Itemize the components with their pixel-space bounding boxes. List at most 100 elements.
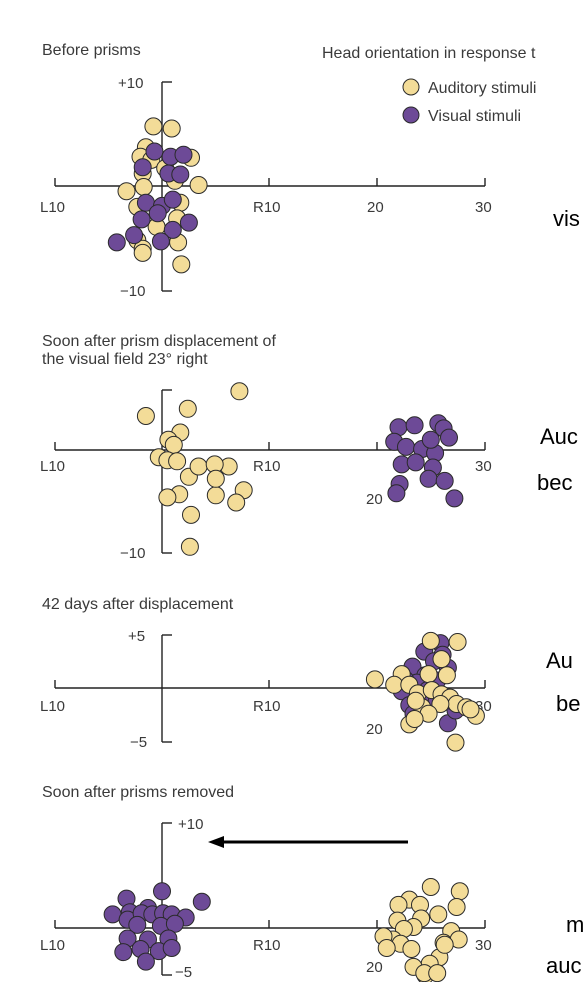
auditory-point <box>230 382 249 401</box>
y-tick-label: −5 <box>130 734 147 751</box>
x-tick-label: R10 <box>253 698 281 715</box>
panel-before-prisms: Before prisms L10 R10 20 30 +10 −10 <box>40 42 492 300</box>
auditory-point <box>421 631 440 650</box>
side-text: Au <box>546 648 573 673</box>
legend-marker-auditory <box>402 78 420 96</box>
auditory-point <box>206 469 225 488</box>
auditory-point <box>136 407 155 425</box>
visual-point <box>397 437 415 456</box>
visual-point <box>103 905 122 924</box>
auditory-point <box>172 255 191 274</box>
x-tick-label: L10 <box>40 698 65 715</box>
auditory-point <box>385 675 404 694</box>
auditory-point <box>437 666 456 685</box>
x-tick-label: 20 <box>366 491 383 508</box>
y-tick-label: −5 <box>175 964 192 981</box>
panel-title-line-1: Soon after prism displacement of <box>42 333 276 350</box>
auditory-point <box>189 176 208 194</box>
x-tick-label: R10 <box>253 199 281 216</box>
scatter-points <box>365 631 485 752</box>
y-tick-label: +5 <box>128 628 145 645</box>
visual-point <box>174 145 193 164</box>
x-tick-label: 20 <box>366 959 383 976</box>
auditory-point <box>178 399 197 418</box>
visual-point <box>145 142 164 161</box>
x-tick-label: 30 <box>475 937 492 954</box>
visual-point <box>387 484 406 503</box>
y-tick-label: +10 <box>118 75 143 92</box>
scatter-points <box>107 117 208 274</box>
x-tick-label: 30 <box>475 458 492 475</box>
auditory-point <box>431 695 450 713</box>
visual-point <box>440 428 458 447</box>
x-tick-label: R10 <box>253 937 281 954</box>
panel-title: Before prisms <box>42 42 141 59</box>
legend-marker-visual <box>402 106 420 124</box>
auditory-point <box>446 733 465 752</box>
visual-point <box>125 226 144 245</box>
side-text: m <box>566 912 584 937</box>
panel-42-days: 42 days after displacement L10 R10 20 30… <box>40 596 492 752</box>
legend-label-visual: Visual stimuli <box>428 108 521 125</box>
side-text: Auc <box>540 424 578 449</box>
auditory-point <box>428 964 447 982</box>
visual-point <box>163 220 182 239</box>
visual-point <box>163 190 182 209</box>
auditory-point <box>405 710 424 728</box>
arrow-head <box>208 836 224 848</box>
visual-point <box>406 453 425 472</box>
auditory-point <box>144 117 163 136</box>
auditory-point <box>227 493 246 512</box>
x-tick-label: R10 <box>253 458 281 475</box>
panel-after-displacement: Soon after prism displacement of the vis… <box>40 333 492 562</box>
visual-point <box>421 430 440 449</box>
panel-title: 42 days after displacement <box>42 596 234 613</box>
visual-point <box>114 943 133 962</box>
x-tick-label: L10 <box>40 937 65 954</box>
visual-point <box>162 939 181 957</box>
x-tick-label: 20 <box>367 199 384 216</box>
visual-point <box>128 915 147 934</box>
panel-prisms-removed: Soon after prisms removed L10 R10 20 30 … <box>40 784 492 982</box>
x-tick-label: 20 <box>366 721 383 738</box>
visual-point <box>405 416 424 435</box>
auditory-point <box>189 457 208 476</box>
legend: Auditory stimuli Visual stimuli <box>402 78 536 125</box>
y-tick-label: −10 <box>120 545 145 562</box>
x-tick-label: L10 <box>40 458 65 475</box>
side-text: bec <box>537 470 572 495</box>
auditory-point <box>419 665 438 684</box>
auditory-point <box>448 633 467 651</box>
auditory-point <box>447 898 466 916</box>
auditory-point <box>450 882 469 901</box>
legend-title: Head orientation in response t <box>322 45 536 62</box>
auditory-point <box>435 935 454 954</box>
visual-point <box>133 158 152 177</box>
visual-point <box>153 882 171 901</box>
side-annotations: vis Auc bec Au be m auc <box>537 206 584 978</box>
side-text: auc <box>546 953 581 978</box>
scatter-points <box>136 382 464 556</box>
auditory-point <box>206 486 225 505</box>
y-tick-label: −10 <box>120 283 145 300</box>
side-text: vis <box>553 206 580 231</box>
visual-point <box>435 471 454 490</box>
auditory-point <box>377 939 396 957</box>
auditory-point <box>461 700 480 719</box>
visual-point <box>179 213 198 232</box>
auditory-point <box>133 243 152 262</box>
visual-point <box>151 232 170 251</box>
x-tick-label: L10 <box>40 199 65 216</box>
auditory-point <box>429 905 448 924</box>
panel-title-line-2: the visual field 23° right <box>42 351 208 368</box>
scatter-points <box>103 878 469 982</box>
auditory-point <box>164 435 183 454</box>
auditory-point <box>365 670 384 689</box>
auditory-point <box>421 878 440 896</box>
panel-title: Soon after prisms removed <box>42 784 234 801</box>
auditory-point <box>182 505 200 524</box>
auditory-point <box>168 452 187 471</box>
visual-point <box>136 952 155 971</box>
visual-point <box>419 469 438 488</box>
auditory-point <box>134 178 153 196</box>
